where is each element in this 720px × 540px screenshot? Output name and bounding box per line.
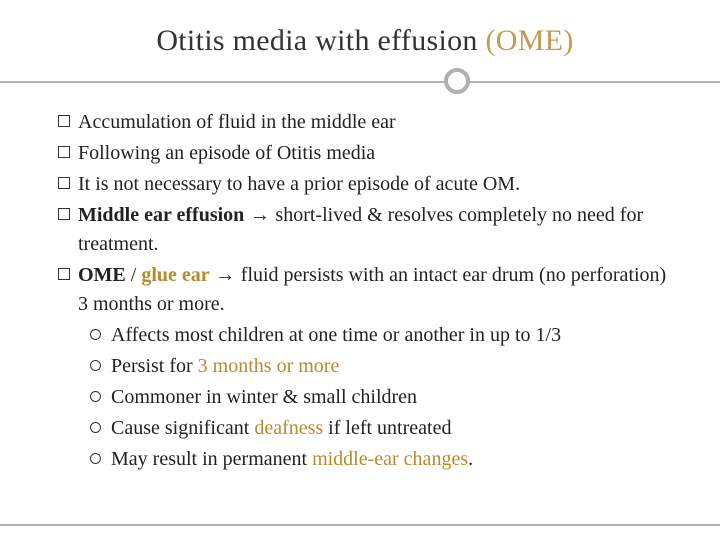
square-bullet-icon <box>58 208 70 220</box>
sub-item-text: Persist for 3 months or more <box>111 352 672 381</box>
divider-line <box>0 81 720 83</box>
circle-bullet-icon <box>90 329 101 340</box>
text-run: Cause significant <box>111 417 254 439</box>
square-bullet-icon <box>58 146 70 158</box>
text-run: Persist for <box>111 355 198 377</box>
text-run: middle-ear changes <box>312 448 468 470</box>
title-abbr: (OME) <box>486 24 574 57</box>
text-run: Affects most children at one time or ano… <box>111 324 561 346</box>
text-run: May result in permanent <box>111 448 312 470</box>
sub-item-text: Commoner in winter & small children <box>111 383 672 412</box>
sub-list-item: Commoner in winter & small children <box>90 383 672 412</box>
title-divider <box>58 68 672 94</box>
list-item: OME / glue ear → fluid persists with an … <box>58 261 672 319</box>
sub-list-item: Persist for 3 months or more <box>90 352 672 381</box>
text-run: / <box>126 264 142 286</box>
text-run: OME <box>78 264 126 286</box>
circle-bullet-icon <box>90 360 101 371</box>
text-run: Commoner in winter & small children <box>111 386 417 408</box>
sub-list-item: Cause significant deafness if left untre… <box>90 414 672 443</box>
text-run: . <box>468 448 473 470</box>
footer-divider <box>0 524 720 526</box>
slide-title: Otitis media with effusion (OME) <box>58 24 672 58</box>
sub-list-item: Affects most children at one time or ano… <box>90 321 672 350</box>
list-item-text: OME / glue ear → fluid persists with an … <box>78 261 672 319</box>
text-run: 3 months or more <box>198 355 340 377</box>
content-list: Accumulation of fluid in the middle ear F… <box>58 108 672 474</box>
text-run: if left untreated <box>323 417 451 439</box>
list-item-text: It is not necessary to have a prior epis… <box>78 170 672 199</box>
list-item: Accumulation of fluid in the middle ear <box>58 108 672 137</box>
slide: Otitis media with effusion (OME) Accumul… <box>0 0 720 540</box>
sub-list: Affects most children at one time or ano… <box>90 321 672 474</box>
text-run: → <box>244 204 275 226</box>
text-run: Middle ear effusion <box>78 204 244 226</box>
text-run: → <box>210 264 241 286</box>
square-bullet-icon <box>58 268 70 280</box>
sub-item-text: Cause significant deafness if left untre… <box>111 414 672 443</box>
square-bullet-icon <box>58 115 70 127</box>
text-run: Accumulation of fluid in the middle ear <box>78 111 396 133</box>
circle-bullet-icon <box>90 391 101 402</box>
text-run: It is not necessary to have a prior epis… <box>78 173 520 195</box>
list-item: Following an episode of Otitis media <box>58 139 672 168</box>
sub-item-text: Affects most children at one time or ano… <box>111 321 672 350</box>
circle-bullet-icon <box>90 422 101 433</box>
text-run: Following an episode of Otitis media <box>78 142 375 164</box>
text-run: glue ear <box>141 264 209 286</box>
square-bullet-icon <box>58 177 70 189</box>
list-item-text: Accumulation of fluid in the middle ear <box>78 108 672 137</box>
sub-item-text: May result in permanent middle-ear chang… <box>111 445 672 474</box>
text-run: deafness <box>254 417 323 439</box>
circle-bullet-icon <box>90 453 101 464</box>
sub-list-item: May result in permanent middle-ear chang… <box>90 445 672 474</box>
list-item-text: Middle ear effusion → short-lived & reso… <box>78 201 672 259</box>
divider-circle-icon <box>444 68 470 94</box>
title-main: Otitis media with effusion <box>156 24 485 57</box>
list-item: It is not necessary to have a prior epis… <box>58 170 672 199</box>
list-item: Middle ear effusion → short-lived & reso… <box>58 201 672 259</box>
list-item-text: Following an episode of Otitis media <box>78 139 672 168</box>
